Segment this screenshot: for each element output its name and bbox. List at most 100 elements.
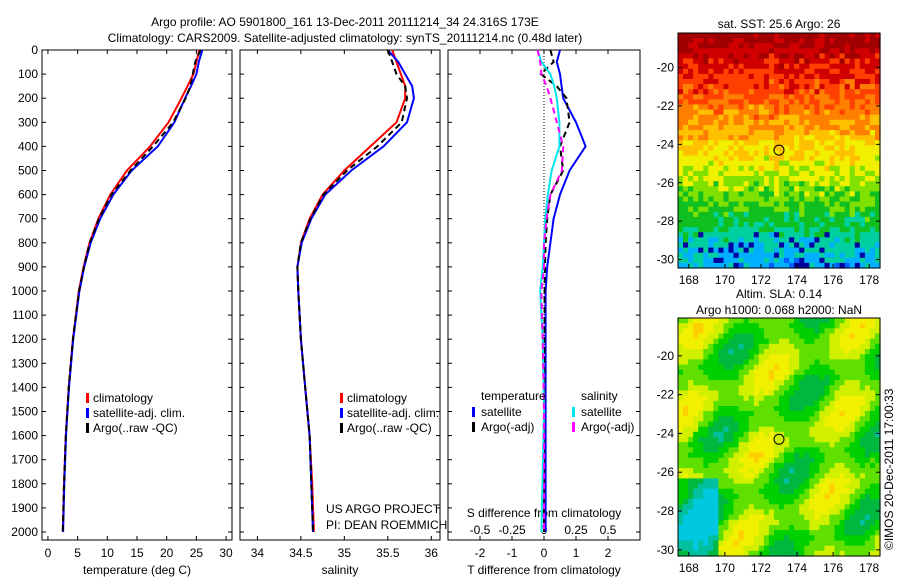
map-cell <box>799 68 805 75</box>
map-cell <box>839 473 846 479</box>
map-cell <box>854 333 861 340</box>
map-cell <box>683 38 689 44</box>
map-cell <box>753 426 760 433</box>
y-tick-label: 1500 <box>11 405 38 419</box>
map-cell <box>688 354 694 360</box>
map-cell <box>844 478 851 485</box>
map-cell <box>743 145 750 152</box>
map-cell <box>814 257 820 264</box>
map-cell <box>763 135 770 141</box>
map-cell <box>703 150 709 157</box>
map-cell <box>698 374 704 381</box>
map-cell <box>819 53 825 60</box>
map-cell <box>819 89 825 95</box>
series-line-t-satellite <box>544 49 587 532</box>
map-cell <box>678 488 684 495</box>
map-cell <box>829 84 836 90</box>
map-cell <box>703 130 709 136</box>
map-cell <box>753 114 760 121</box>
map-cell <box>844 73 851 80</box>
map-cell <box>864 509 871 516</box>
map-cell <box>875 227 881 233</box>
map-cell <box>728 452 735 459</box>
map-cell <box>768 247 775 254</box>
map-cell <box>819 447 825 454</box>
map-cell <box>683 33 689 39</box>
map-cell <box>849 140 856 146</box>
map-cell <box>819 150 825 157</box>
map-cell <box>809 473 815 479</box>
map-cell <box>774 247 780 254</box>
map-cell <box>789 530 795 536</box>
map-cell <box>839 504 846 511</box>
map-cell <box>733 400 740 407</box>
map-cell <box>743 73 750 80</box>
map-cell <box>713 247 719 254</box>
map-cell <box>839 191 846 198</box>
map-cell <box>829 488 836 495</box>
map-cell <box>768 462 775 469</box>
map-cell <box>799 33 805 39</box>
map-cell <box>779 447 785 454</box>
map-cell <box>839 530 846 536</box>
map-cell <box>703 104 709 111</box>
map-cell <box>698 206 704 213</box>
map-cell <box>748 519 755 526</box>
map-cell <box>723 104 730 111</box>
map-cell <box>814 364 820 371</box>
map-cell <box>779 406 785 412</box>
map-cell <box>698 431 704 438</box>
map-cell <box>819 119 825 126</box>
map-cell <box>763 473 770 479</box>
map-cell <box>763 109 770 116</box>
map-cell <box>809 170 815 177</box>
legend-swatch <box>340 408 343 418</box>
map-cell <box>849 176 856 182</box>
map-cell <box>869 525 876 531</box>
map-cell <box>844 462 851 469</box>
map-cell <box>834 48 841 54</box>
map-cell <box>839 63 846 70</box>
map-cell <box>849 390 856 397</box>
map-cell <box>693 130 699 136</box>
map-cell <box>703 38 709 44</box>
map-cell <box>738 318 745 324</box>
map-cell <box>748 140 755 146</box>
map-cell <box>834 400 841 407</box>
map-cell <box>698 406 704 412</box>
map-cell <box>713 493 719 500</box>
map-cell <box>814 89 820 95</box>
map-cell <box>774 328 780 335</box>
map-cell <box>799 333 805 340</box>
map-cell <box>789 349 795 355</box>
map-cell <box>854 119 861 126</box>
map-cell <box>678 437 684 443</box>
map-cell <box>779 119 785 126</box>
map-cell <box>774 206 780 213</box>
map-cell <box>763 68 770 75</box>
map-cell <box>864 343 871 350</box>
map-cell <box>768 89 775 95</box>
x-axis-label: temperature (deg C) <box>83 563 191 577</box>
map-cell <box>693 540 699 547</box>
map-cell <box>763 519 770 526</box>
map-cell <box>799 155 805 162</box>
map-cell <box>748 437 755 443</box>
map-cell <box>758 232 765 238</box>
map-cell <box>829 514 836 521</box>
map-cell <box>768 181 775 187</box>
map-cell <box>753 130 760 136</box>
map-cell <box>779 349 785 355</box>
map-cell <box>753 155 760 162</box>
map-cell <box>784 318 790 324</box>
map-cell <box>875 109 881 116</box>
map-cell <box>723 499 730 505</box>
map-cell <box>763 535 770 542</box>
map-cell <box>758 318 765 324</box>
map-cell <box>824 504 831 511</box>
map-cell <box>829 89 836 95</box>
map-cell <box>738 257 745 264</box>
map-cell <box>854 390 861 397</box>
map-cell <box>723 135 730 141</box>
map-cell <box>733 181 740 187</box>
